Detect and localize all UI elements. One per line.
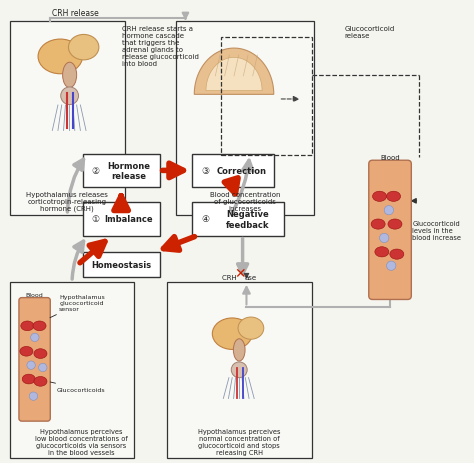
Bar (176, 21, 314, 215)
Ellipse shape (388, 219, 402, 230)
Ellipse shape (34, 377, 47, 386)
Text: Imbalance: Imbalance (105, 215, 153, 224)
Ellipse shape (63, 63, 77, 88)
Text: Hormone
release: Hormone release (107, 161, 150, 181)
Text: CRH: CRH (222, 274, 239, 280)
Ellipse shape (61, 88, 79, 105)
Text: Blood: Blood (26, 293, 44, 298)
Text: Hypothalamus perceives
low blood concentrations of
glucocorticoids via sensors
i: Hypothalamus perceives low blood concent… (35, 428, 128, 456)
Text: Blood concentration
of glucocorticoids
increases: Blood concentration of glucocorticoids i… (210, 192, 280, 212)
Text: ase: ase (244, 274, 256, 280)
Text: Hypothalamus perceives
normal concentration of
glucocorticoid and stops
releasin: Hypothalamus perceives normal concentrat… (198, 428, 281, 456)
Bar (167, 282, 312, 458)
Ellipse shape (375, 247, 389, 257)
Text: ③: ③ (201, 167, 209, 175)
Ellipse shape (22, 375, 35, 384)
Bar (192, 154, 274, 188)
Bar (220, 38, 312, 155)
Ellipse shape (233, 339, 245, 361)
FancyBboxPatch shape (19, 298, 50, 421)
Bar (192, 203, 283, 236)
Circle shape (380, 234, 389, 243)
Ellipse shape (212, 318, 252, 350)
Ellipse shape (371, 219, 385, 230)
Text: CRH release starts a
hormone cascade
that triggers the
adrenal glands to
release: CRH release starts a hormone cascade tha… (122, 26, 199, 67)
Text: ✕: ✕ (235, 267, 246, 281)
Bar (82, 154, 160, 188)
Circle shape (386, 262, 396, 271)
Ellipse shape (21, 321, 34, 331)
Polygon shape (206, 58, 262, 92)
Circle shape (27, 361, 35, 369)
Bar (10, 282, 134, 458)
Ellipse shape (34, 349, 47, 359)
Text: ②: ② (91, 167, 99, 175)
Ellipse shape (38, 40, 82, 75)
Ellipse shape (20, 347, 33, 357)
Ellipse shape (68, 35, 99, 61)
Text: ①: ① (91, 215, 99, 224)
Ellipse shape (231, 362, 247, 378)
Text: Homeostasis: Homeostasis (91, 261, 151, 269)
Text: Glucocorticoids: Glucocorticoids (50, 382, 105, 392)
Ellipse shape (373, 192, 386, 202)
Ellipse shape (238, 317, 264, 339)
Circle shape (29, 392, 37, 400)
Text: ④: ④ (201, 215, 209, 224)
Text: Negative
feedback: Negative feedback (226, 210, 269, 229)
Text: Blood: Blood (380, 155, 400, 161)
Circle shape (31, 333, 39, 342)
Text: Hypothalamus
glucocorticoid
sensor: Hypothalamus glucocorticoid sensor (50, 294, 105, 318)
Text: Glucocorticoid
levels in the
blood increase: Glucocorticoid levels in the blood incre… (412, 220, 461, 240)
Bar (82, 252, 160, 278)
Text: Hypothalamus releases
corticotropin-releasing
hormone (CRH): Hypothalamus releases corticotropin-rele… (27, 191, 108, 212)
Ellipse shape (33, 321, 46, 331)
Bar (82, 203, 160, 236)
Ellipse shape (386, 192, 401, 202)
Circle shape (38, 363, 47, 372)
Ellipse shape (390, 250, 404, 260)
Bar (10, 21, 125, 215)
Text: CRH release: CRH release (53, 9, 99, 18)
FancyBboxPatch shape (369, 161, 411, 300)
Text: Glucocorticoid
release: Glucocorticoid release (345, 26, 395, 39)
Text: Correction: Correction (217, 167, 266, 175)
Polygon shape (194, 49, 274, 95)
Circle shape (384, 206, 393, 215)
